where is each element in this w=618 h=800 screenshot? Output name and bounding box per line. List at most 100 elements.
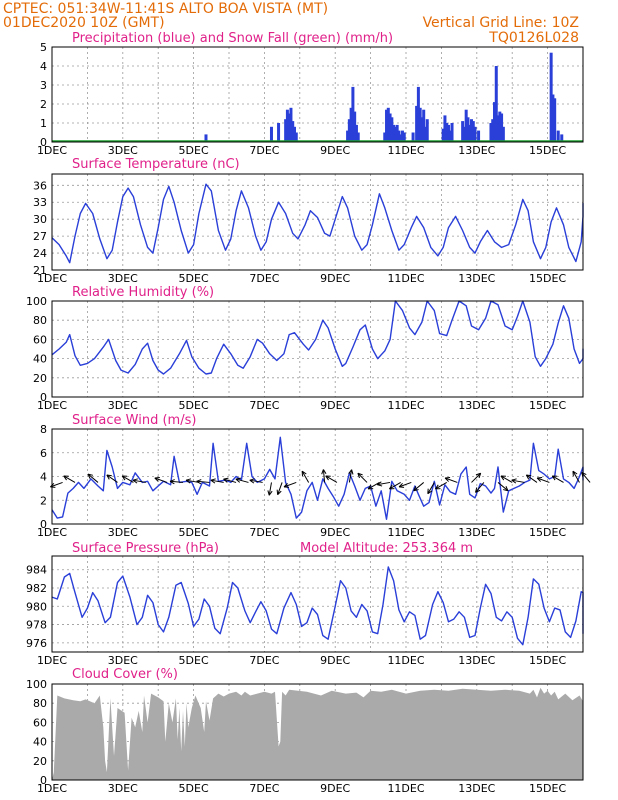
y-tick-label: 980 (26, 600, 47, 613)
x-tick-label: 9DEC (320, 144, 350, 157)
wind-arrow (132, 478, 146, 484)
y-tick-label: 8 (40, 423, 47, 436)
x-tick-label: 3DEC (108, 144, 138, 157)
precip-bar (496, 115, 500, 142)
precip-bar (461, 121, 465, 142)
wind-arrow (497, 482, 509, 492)
precip-bar (422, 109, 426, 142)
x-tick-label: 13DEC (458, 526, 495, 539)
y-tick-label: 80 (33, 697, 47, 710)
x-tick-label: 15DEC (529, 144, 566, 157)
x-tick-label: 1DEC (37, 399, 67, 412)
y-tick-label: 4 (40, 471, 47, 484)
precip-bar (498, 111, 502, 142)
wind-arrow (325, 475, 338, 483)
x-tick-label: 3DEC (108, 654, 138, 667)
precip-bar (441, 128, 445, 142)
y-tick-label: 0 (40, 774, 47, 787)
y-tick-label: 0 (40, 136, 47, 149)
x-tick-label: 11DEC (387, 782, 424, 795)
precip-bar (385, 109, 389, 142)
x-tick-label: 13DEC (458, 782, 495, 795)
y-tick-label: 60 (33, 333, 47, 346)
x-tick-label: 7DEC (249, 782, 279, 795)
rh-line (51, 300, 584, 375)
x-tick-label: 9DEC (320, 272, 350, 285)
precip-bar (501, 126, 505, 142)
wind-arrow (321, 469, 327, 483)
precip-bar (415, 105, 419, 142)
y-tick-label: 33 (33, 196, 47, 209)
precip-bar (494, 66, 498, 142)
precip-bar (553, 98, 557, 142)
wind-arrow (63, 475, 76, 483)
wind-arrow (87, 473, 99, 483)
precip-bar (556, 130, 560, 142)
x-tick-label: 5DEC (179, 654, 209, 667)
x-tick-label: 7DEC (249, 144, 279, 157)
temp-line (51, 183, 584, 264)
x-tick-label: 15DEC (529, 654, 566, 667)
precip-bar (289, 107, 293, 142)
wind-arrow (121, 475, 134, 483)
wind-arrow (389, 482, 401, 490)
wind-arrow (471, 472, 482, 483)
x-tick-label: 9DEC (320, 526, 350, 539)
x-tick-label: 3DEC (108, 526, 138, 539)
temp-frame (51, 173, 584, 271)
precip-bar (399, 134, 403, 142)
wind-frame (51, 428, 584, 525)
x-tick-label: 13DEC (458, 144, 495, 157)
x-tick-label: 1DEC (37, 144, 67, 157)
precip-bar (477, 130, 481, 142)
wind-arrow (551, 475, 564, 483)
wind-arrow (185, 478, 199, 484)
precip-bar (493, 102, 496, 142)
temp-panel: Surface Temperature (nC) 21 24 27 30 33 36 1DE… (33, 157, 584, 285)
y-tick-label: 0 (40, 391, 47, 404)
precip-bar (392, 124, 396, 142)
y-tick-label: 24 (33, 247, 47, 260)
model-altitude: Model Altitude: 253.364 m (300, 541, 473, 556)
y-tick-label: 100 (26, 678, 47, 691)
precip-bar (448, 130, 452, 142)
precip-bar (349, 107, 353, 142)
y-tick-label: 1 (40, 117, 47, 130)
precip-bar (411, 132, 415, 142)
y-tick-label: 21 (33, 264, 47, 277)
precip-title: Precipitation (blue) and Snow Fall (gree… (72, 31, 393, 46)
precip-bar (393, 126, 397, 142)
x-tick-label: 9DEC (320, 654, 350, 667)
wind-arrow (427, 482, 435, 495)
wind-arrow (235, 477, 249, 483)
precip-bar (277, 123, 281, 142)
temp-title: Surface Temperature (nC) (72, 157, 240, 172)
x-tick-label: 11DEC (387, 144, 424, 157)
y-tick-label: 20 (33, 372, 47, 385)
wind-arrow (398, 481, 412, 488)
wind-arrow (301, 470, 310, 483)
x-tick-label: 11DEC (387, 272, 424, 285)
x-tick-label: 13DEC (458, 399, 495, 412)
y-tick-label: 20 (33, 755, 47, 768)
x-tick-label: 13DEC (458, 272, 495, 285)
wind-arrow (444, 476, 458, 483)
x-tick-label: 3DEC (108, 272, 138, 285)
wind-arrow (357, 472, 368, 483)
precip-bar (400, 130, 404, 142)
x-tick-label: 5DEC (179, 399, 209, 412)
precip-bar (353, 111, 357, 142)
y-tick-label: 6 (40, 447, 47, 460)
precip-bar (397, 130, 401, 142)
wind-line (51, 436, 584, 520)
precip-bar (423, 126, 427, 142)
y-tick-label: 30 (33, 213, 47, 226)
y-tick-label: 976 (26, 637, 47, 650)
x-tick-label: 11DEC (387, 399, 424, 412)
y-tick-label: 5 (40, 41, 47, 54)
x-tick-label: 15DEC (529, 399, 566, 412)
precip-bar (284, 119, 288, 142)
precip-bar (450, 123, 454, 142)
wind-arrow (500, 475, 513, 483)
wind-panel: Surface Wind (m/s) 0 2 4 6 8 1DEC 3DEC 5DEC 7DEC… (37, 413, 591, 539)
